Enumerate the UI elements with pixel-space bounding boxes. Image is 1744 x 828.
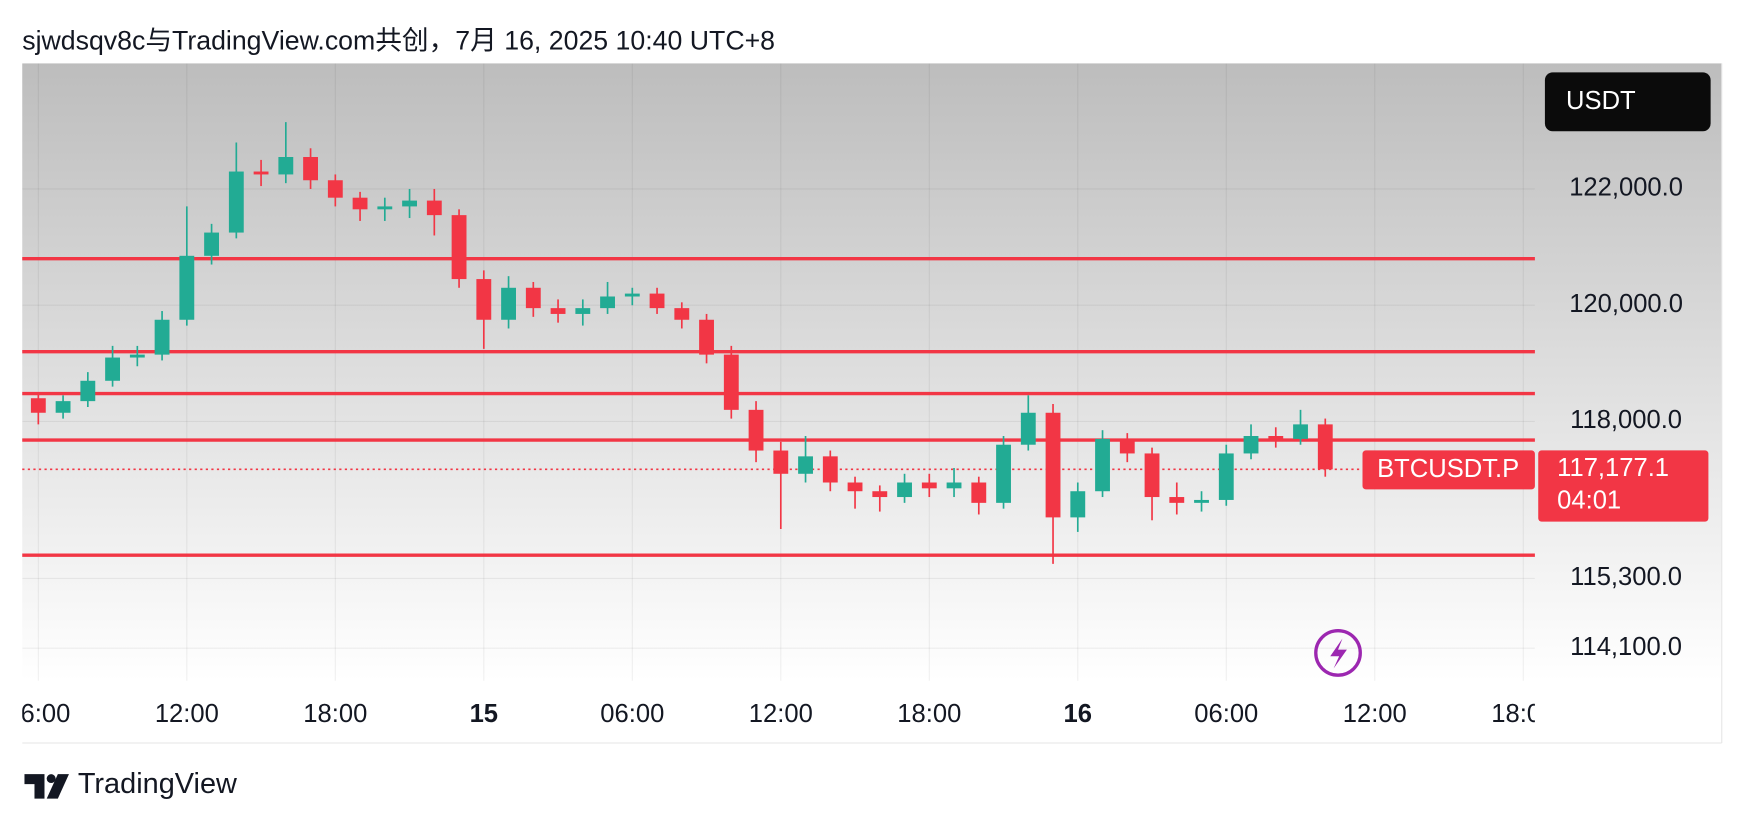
lightning-circle[interactable] — [1314, 628, 1362, 677]
candle-body — [501, 287, 516, 320]
candle-body — [600, 296, 615, 309]
candle-body — [1317, 424, 1333, 470]
y-tick-label: 115,300.0 — [1570, 563, 1682, 591]
y-tick-label: 120,000.0 — [1569, 290, 1683, 318]
price-tags: BTCUSDT.P 117,177.1 04:01 — [1362, 450, 1709, 522]
logo-part — [24, 774, 45, 799]
brand-logo — [24, 774, 69, 799]
candle-body — [1119, 438, 1135, 454]
candle-body — [1045, 412, 1061, 518]
candle-body — [278, 157, 294, 175]
candle-body — [1243, 436, 1259, 454]
candle-body — [1144, 453, 1160, 498]
candle-body — [525, 287, 541, 309]
candle-body — [872, 491, 888, 498]
candle-body — [327, 180, 343, 198]
candle-body — [1194, 499, 1209, 503]
candle-body — [80, 380, 96, 402]
logo-part — [46, 774, 69, 799]
y-tick-label: 118,000.0 — [1570, 406, 1682, 434]
candle-body — [550, 308, 566, 314]
x-tick-label: 15 — [470, 700, 498, 728]
candle-body — [1020, 412, 1036, 445]
candle-body — [253, 171, 269, 175]
candle-body — [1070, 491, 1086, 518]
candle-body — [699, 319, 714, 355]
candle-body — [55, 401, 71, 413]
candle-body — [154, 319, 170, 355]
candle-body — [946, 482, 962, 489]
candle-body — [921, 482, 937, 489]
candle-body — [748, 409, 764, 451]
x-tick-label: 06:00 — [1194, 700, 1258, 728]
lightning-icon[interactable] — [1314, 628, 1362, 677]
x-tick-label: 12:00 — [155, 700, 219, 728]
candle-body — [674, 308, 690, 320]
x-tick-label: 06:00 — [6, 700, 70, 728]
candle-body — [228, 171, 244, 233]
x-tick-label: 12:00 — [1343, 700, 1407, 728]
candle-body — [352, 197, 368, 210]
candle-body — [6, 392, 21, 398]
candle-body — [1218, 453, 1234, 500]
candle-body — [377, 206, 393, 210]
candle-body — [426, 200, 442, 216]
x-tick-label: 06:00 — [600, 700, 664, 728]
candle-body — [303, 157, 318, 181]
y-tick-label: 114,100.0 — [1570, 633, 1682, 661]
currency-label[interactable]: USDT — [1566, 87, 1636, 115]
levels — [22, 257, 1535, 557]
candle-body — [649, 293, 665, 309]
candle-body — [847, 482, 863, 492]
candles — [6, 122, 1333, 564]
chart-background — [22, 63, 1722, 681]
candle-body — [1268, 436, 1284, 439]
x-tick-label: 18:00 — [303, 700, 367, 728]
candle-body — [476, 279, 492, 320]
candle-body — [624, 293, 640, 297]
candle-body — [971, 482, 987, 503]
x-tick-label: 18:00 — [1491, 700, 1555, 728]
symbol-tag — [1362, 450, 1535, 490]
candle-body — [798, 456, 813, 474]
candle-body — [30, 398, 46, 413]
candle-body — [451, 215, 467, 280]
x-axis: 06:00 12:00 18:00 15 06:00 12:00 18:00 16 06:00 1… — [6, 700, 1555, 728]
candle-body — [204, 232, 219, 256]
axes: 06:00 12:00 18:00 15 06:00 12:00 18:00 16 06:00 1… — [6, 174, 1683, 728]
candle-body — [575, 308, 591, 314]
candle-body — [1169, 497, 1185, 503]
x-tick-label: 16 — [1064, 700, 1092, 728]
currency-button[interactable] — [1544, 72, 1711, 132]
logo-part — [46, 774, 56, 784]
candle-body — [1293, 424, 1308, 439]
chart-title: sjwdsqv8c与TradingView.com共创，7月 16, 2025 … — [22, 25, 775, 55]
y-tick-label: 122,000.0 — [1569, 174, 1683, 202]
x-tick-label: 12:00 — [749, 700, 813, 728]
candle-body — [179, 255, 195, 320]
lightning-bolt[interactable] — [1330, 638, 1347, 669]
grid — [22, 63, 1535, 681]
x-tick-label: 18:00 — [897, 700, 961, 728]
candle-body — [402, 200, 417, 207]
countdown-label: 04:01 — [1557, 486, 1621, 514]
candle-body — [897, 482, 912, 498]
candle-body — [129, 354, 145, 358]
candle-body — [773, 450, 789, 474]
candle-body — [996, 444, 1011, 503]
symbol-label: BTCUSDT.P — [1377, 455, 1519, 483]
candle-body — [105, 357, 121, 381]
price-tag — [1538, 450, 1709, 522]
candle-body — [822, 456, 838, 483]
last-price-label: 117,177.1 — [1557, 454, 1669, 482]
candle-body — [723, 354, 739, 410]
candle-body — [1095, 438, 1110, 492]
brand-name: TradingView — [78, 768, 237, 800]
